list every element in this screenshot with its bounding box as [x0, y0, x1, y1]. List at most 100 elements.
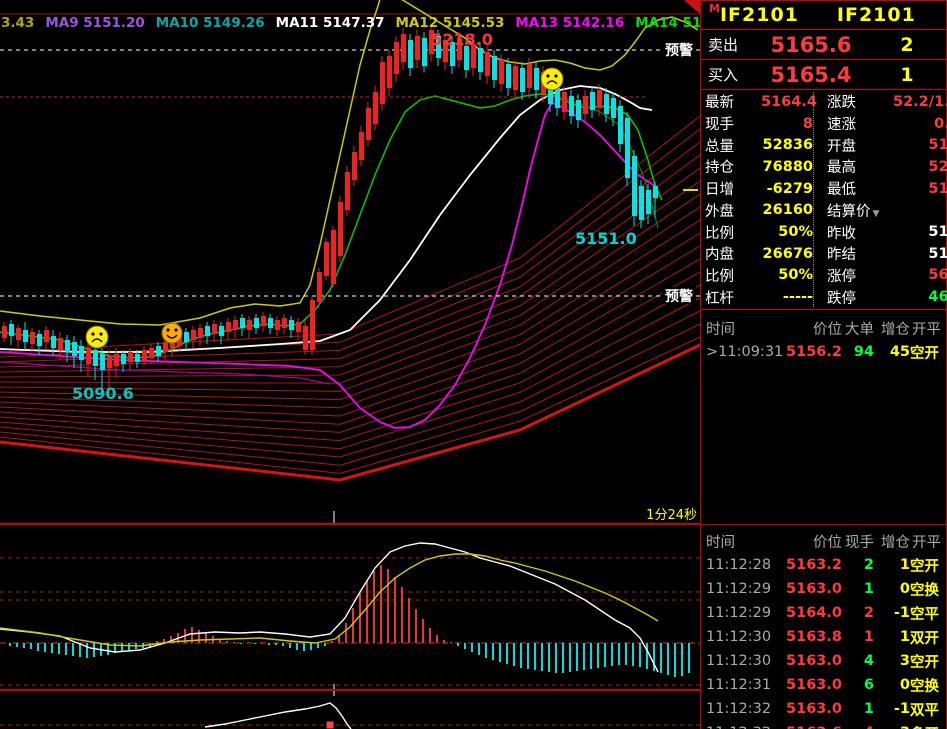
candle-body: [93, 350, 98, 366]
candle-body: [149, 348, 154, 358]
smiley-mouth: [166, 334, 178, 339]
candle-body: [492, 56, 497, 80]
quote-value: 5115.8: [928, 224, 947, 241]
smiley-eye: [99, 332, 103, 336]
quote-row: 外盘 26160 结算价▼ 0.0: [701, 200, 947, 222]
candle-body: [58, 338, 63, 350]
quote-value: 26160: [762, 202, 813, 219]
quote-label: 杠杆: [705, 290, 734, 307]
candle-body: [345, 172, 350, 210]
tick-row: 11:12:32 5163.0 1 -1 双平: [701, 697, 946, 721]
tick-vol: 6: [863, 677, 874, 693]
candle-body: [65, 340, 70, 352]
candle-body: [408, 40, 413, 68]
candle-body: [352, 152, 357, 180]
smiley-eye: [91, 332, 95, 336]
candle-body: [303, 326, 308, 350]
ribbon-line: [0, 258, 700, 425]
candle-body: [555, 88, 560, 108]
candle-body: [44, 330, 49, 342]
trade-inc: 45: [889, 344, 910, 360]
quote-grid: 最新 5164.4 涨跌 52.2/1.02% 现手 8 速涨 0.13% 总量: [701, 90, 947, 310]
price-annotation: 5218.0: [431, 30, 493, 49]
tick-time: 11:12:32: [706, 701, 772, 717]
ask-price[interactable]: 5165.6: [770, 32, 852, 57]
tick-row: 11:12:30 5163.0 4 3 空开: [701, 649, 946, 673]
candle-body: [163, 342, 168, 352]
tick-inc: -1: [893, 605, 910, 621]
tick-row: 11:12:29 5164.0 2 -1 空平: [701, 601, 946, 625]
candle-body: [401, 34, 406, 62]
quote-row: 比例 50% 涨停 5623.4: [701, 265, 947, 287]
quote-row: 最新 5164.4 涨跌 52.2/1.02%: [701, 91, 947, 113]
candle-body: [128, 352, 133, 362]
ask-row[interactable]: 卖出 5165.6 2: [701, 30, 946, 60]
quote-label: 最新: [705, 95, 734, 112]
tick-price: 5163.8: [786, 629, 842, 645]
quote-value: -----: [782, 289, 813, 306]
ribbon-line: [0, 336, 700, 474]
tick-inc: 3: [874, 725, 910, 729]
candle-body: [268, 318, 273, 328]
quote-row: 杠杆 ----- 跌停 4601.0: [701, 286, 947, 308]
tick-price: 5163.0: [786, 701, 842, 717]
symbol-header[interactable]: M IF2101 IF2101: [701, 1, 946, 30]
bid-row[interactable]: 买入 5165.4 1: [701, 60, 946, 90]
tick-type: 双平: [910, 702, 939, 719]
ribbon-line: [0, 323, 700, 466]
ribbon-line: [0, 284, 700, 442]
candle-body: [597, 90, 602, 108]
candle-body: [520, 68, 525, 92]
tick-type: 空开: [910, 654, 939, 671]
candle-body: [23, 330, 28, 342]
quote-label: 比例: [705, 225, 734, 242]
candle-body: [394, 42, 399, 74]
tick-price: 5163.2: [786, 557, 842, 573]
candle-body: [359, 132, 364, 160]
quote-row: 总量 52836 开盘 5129.8: [701, 134, 947, 156]
tick-inc: 0: [899, 581, 910, 597]
candle-body: [205, 326, 210, 336]
candle-body: [625, 118, 630, 178]
tick-time: 11:12:31: [706, 677, 772, 693]
quote-label: 速涨: [827, 117, 856, 134]
tick-row: 11:12:32 5163.6 4 3 多开: [701, 721, 946, 729]
candle-body: [429, 30, 434, 54]
candle-body: [513, 66, 518, 90]
tick-inc: 1: [899, 629, 910, 645]
quote-value: 4601.0: [928, 289, 947, 306]
tick-row: 11:12:28 5163.2 2 1 空开: [701, 553, 946, 577]
tick-list-section: 时间 价位 现手 增仓 开平 11:12:28 5163.2 2 1 空开 11…: [701, 525, 946, 729]
ribbon-line: [0, 193, 700, 384]
candle-body: [191, 330, 196, 340]
trade-time: >11:09:31: [706, 344, 784, 360]
quote-label: 涨停: [827, 268, 856, 285]
tick-inc: 3: [899, 653, 910, 669]
candle-body: [366, 108, 371, 140]
alert-line-lower-label: 预警: [665, 288, 693, 305]
ribbon-line: [0, 245, 700, 417]
quote-label: 内盘: [705, 247, 734, 264]
candle-body: [331, 230, 336, 284]
tick-vol: 4: [842, 725, 874, 729]
col-time: 时间: [706, 534, 735, 551]
candle-body: [464, 46, 469, 70]
settlement-dropdown-icon[interactable]: ▼: [872, 208, 880, 219]
bid-price[interactable]: 5165.4: [770, 62, 852, 87]
price-annotation: 5151.0: [575, 229, 637, 248]
ma-magenta: [0, 101, 656, 429]
symbol-name: IF2101: [719, 4, 799, 26]
quote-label: 最高: [827, 160, 856, 177]
ribbon-line: [0, 219, 700, 401]
candle-body: [534, 68, 539, 90]
trade-price: 5156.2: [786, 344, 842, 360]
tick-price: 5163.0: [786, 677, 842, 693]
symbol-name-2: IF2101: [836, 4, 916, 26]
tick-time: 11:12:29: [706, 605, 772, 621]
candle-body: [478, 48, 483, 72]
tick-vol: 1: [863, 701, 874, 717]
col-price: 价位: [813, 321, 842, 338]
smiley-sad-icon: [85, 325, 109, 349]
